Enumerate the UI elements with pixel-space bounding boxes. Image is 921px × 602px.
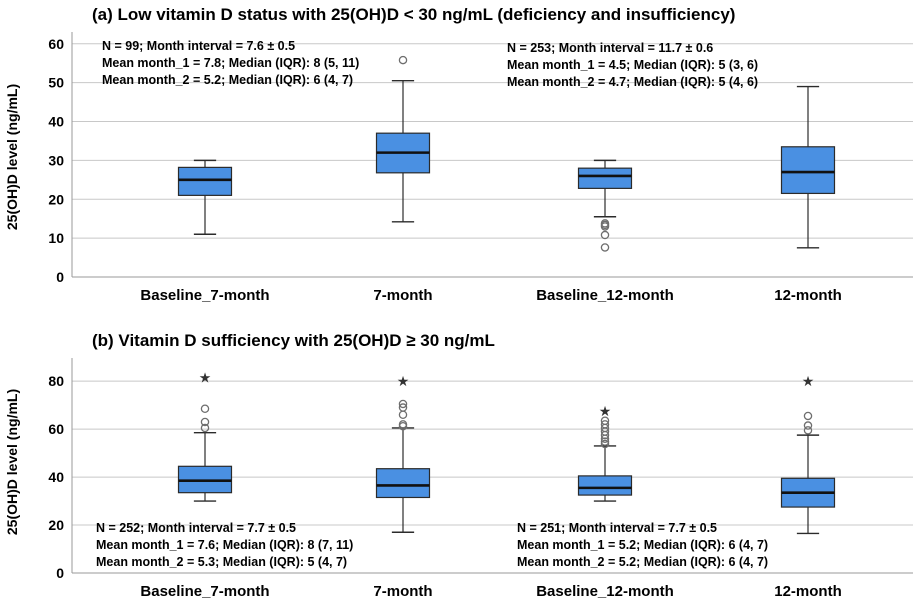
- extreme-point: ★: [397, 373, 410, 389]
- panel-b-annotation-right: N = 251; Month interval = 7.7 ± 0.5 Mean…: [517, 521, 768, 569]
- box-group: ★: [177, 370, 233, 502]
- extreme-point: ★: [802, 373, 815, 389]
- box-group: ★: [577, 403, 633, 502]
- annotation-line: Mean month_2 = 5.2; Median (IQR): 6 (4, …: [517, 555, 768, 569]
- iqr-box: [177, 166, 233, 196]
- outlier-point: [803, 426, 813, 435]
- annotation-line: N = 253; Month interval = 11.7 ± 0.6: [507, 41, 713, 55]
- extreme-point: ★: [199, 370, 212, 386]
- annotation-line: N = 251; Month interval = 7.7 ± 0.5: [517, 521, 717, 535]
- outlier-point: [398, 410, 408, 419]
- annotation-line: Mean month_2 = 5.3; Median (IQR): 5 (4, …: [96, 555, 347, 569]
- y-tick-label: 60: [48, 36, 64, 52]
- panel-b: (b) Vitamin D sufficiency with 25(OH)D ≥…: [4, 331, 913, 600]
- y-tick-label: 80: [48, 373, 64, 389]
- outlier-point: [600, 437, 610, 446]
- panel-b-x-categories: Baseline_7-month 7-month Baseline_12-month…: [140, 583, 841, 600]
- panel-b-y-ticks: 0 20 40 60 80: [48, 373, 64, 581]
- x-category-label: 12-month: [774, 583, 842, 600]
- x-category-label: 7-month: [373, 583, 432, 600]
- annotation-line: N = 99; Month interval = 7.6 ± 0.5: [102, 39, 295, 53]
- extreme-point: ★: [599, 403, 612, 419]
- y-tick-label: 30: [48, 152, 64, 168]
- outlier-point: [600, 230, 610, 240]
- panel-b-title: (b) Vitamin D sufficiency with 25(OH)D ≥…: [92, 331, 495, 350]
- box-group: [177, 159, 233, 235]
- box-group: [577, 159, 633, 252]
- panel-a-annotation-left: N = 99; Month interval = 7.6 ± 0.5 Mean …: [102, 39, 359, 87]
- box-group: [780, 85, 836, 249]
- y-tick-label: 40: [48, 469, 64, 485]
- outlier-point: [398, 422, 408, 431]
- panel-a-gridlines: [71, 32, 913, 278]
- outlier-point: [803, 411, 813, 421]
- panel-a: (a) Low vitamin D status with 25(OH)D < …: [4, 5, 913, 304]
- box-group: ★: [375, 373, 431, 533]
- iqr-box: [375, 468, 431, 499]
- y-tick-label: 10: [48, 230, 64, 246]
- panel-a-annotation-right: N = 253; Month interval = 11.7 ± 0.6 Mea…: [507, 41, 758, 89]
- outlier-point: [398, 399, 408, 409]
- outlier-point: [600, 222, 610, 231]
- panel-a-y-ticks: 0 10 20 30 40 50 60: [48, 36, 64, 285]
- y-tick-label: 0: [56, 269, 64, 285]
- outlier-point: [600, 430, 610, 440]
- outlier-point: [200, 423, 210, 433]
- iqr-box: [577, 475, 633, 496]
- outlier-point: [600, 243, 610, 252]
- outlier-point: [600, 434, 610, 443]
- outlier-point: [803, 421, 813, 430]
- x-category-label: 7-month: [373, 287, 432, 304]
- annotation-line: Mean month_1 = 7.8; Median (IQR): 8 (5, …: [102, 56, 359, 70]
- box-group: ★: [780, 373, 836, 535]
- annotation-line: N = 252; Month interval = 7.7 ± 0.5: [96, 521, 296, 535]
- annotation-line: Mean month_1 = 4.5; Median (IQR): 5 (3, …: [507, 58, 758, 72]
- outlier-point: [600, 439, 610, 449]
- y-tick-label: 0: [56, 565, 64, 581]
- y-tick-label: 40: [48, 114, 64, 130]
- y-tick-label: 60: [48, 421, 64, 437]
- iqr-box: [577, 167, 633, 189]
- iqr-box: [780, 146, 836, 195]
- annotation-line: Mean month_2 = 5.2; Median (IQR): 6 (4, …: [102, 73, 353, 87]
- annotation-line: Mean month_1 = 7.6; Median (IQR): 8 (7, …: [96, 538, 353, 552]
- panel-a-boxes: [177, 55, 836, 252]
- panel-a-x-categories: Baseline_7-month 7-month Baseline_12-month…: [140, 287, 841, 304]
- panel-b-boxes: ★ ★ ★ ★: [177, 370, 836, 535]
- x-category-label: Baseline_12-month: [536, 287, 674, 304]
- box-group: [375, 55, 431, 223]
- x-category-label: Baseline_7-month: [140, 287, 269, 304]
- x-category-label: 12-month: [774, 287, 842, 304]
- x-category-label: Baseline_7-month: [140, 583, 269, 600]
- outlier-point: [200, 417, 210, 427]
- annotation-line: Mean month_1 = 5.2; Median (IQR): 6 (4, …: [517, 538, 768, 552]
- y-tick-label: 20: [48, 191, 64, 207]
- panel-b-annotation-left: N = 252; Month interval = 7.7 ± 0.5 Mean…: [96, 521, 353, 569]
- outlier-point: [200, 404, 210, 414]
- y-tick-label: 20: [48, 517, 64, 533]
- panel-a-title: (a) Low vitamin D status with 25(OH)D < …: [92, 5, 735, 24]
- outlier-point: [398, 55, 408, 65]
- panel-a-y-axis-label: 25(OH)D level (ng/mL): [4, 84, 20, 230]
- panel-b-y-axis-label: 25(OH)D level (ng/mL): [4, 389, 20, 535]
- x-category-label: Baseline_12-month: [536, 583, 674, 600]
- y-tick-label: 50: [48, 75, 64, 91]
- annotation-line: Mean month_2 = 4.7; Median (IQR): 5 (4, …: [507, 75, 758, 89]
